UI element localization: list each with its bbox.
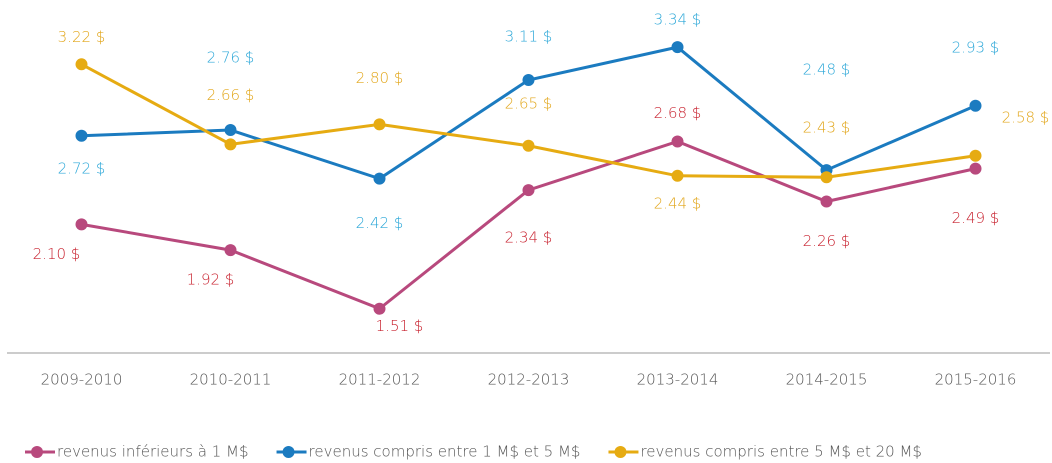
legend-label: revenus compris entre 1 M$ et 5 M$: [309, 443, 581, 461]
data-label: 2.42 $: [356, 214, 404, 232]
data-label: 2.34 $: [505, 229, 553, 247]
data-label: 3.11 $: [505, 28, 553, 46]
data-point: [224, 138, 237, 151]
x-tick-label: 2011-2012: [339, 371, 421, 389]
data-point: [224, 244, 237, 257]
data-label: 2.49 $: [952, 209, 1000, 227]
data-label: 2.26 $: [803, 232, 851, 250]
data-label: 2.76 $: [207, 49, 255, 67]
data-point: [373, 302, 386, 315]
data-point: [820, 195, 833, 208]
x-tick-label: 2015-2016: [935, 371, 1017, 389]
data-point: [522, 184, 535, 197]
x-tick-label: 2013-2014: [637, 371, 719, 389]
data-label: 2.58 $: [1002, 108, 1050, 126]
data-label: 2.72 $: [58, 159, 106, 177]
data-point: [969, 162, 982, 175]
x-tick-label: 2010-2011: [190, 371, 272, 389]
data-label: 2.10 $: [33, 245, 81, 263]
x-tick-label: 2012-2013: [488, 371, 570, 389]
data-label: 2.66 $: [207, 86, 255, 104]
data-label: 2.44 $: [654, 194, 702, 212]
legend-marker: [614, 446, 627, 458]
data-label: 2.93 $: [952, 38, 1000, 56]
data-point: [671, 169, 684, 182]
data-point: [373, 118, 386, 131]
data-point: [373, 172, 386, 185]
legend-label: revenus compris entre 5 M$ et 20 M$: [640, 443, 921, 461]
legend-label: revenus inférieurs à 1 M$: [57, 443, 249, 461]
data-point: [522, 74, 535, 87]
data-label: 1.92 $: [187, 271, 235, 289]
x-tick-label: 2014-2015: [786, 371, 868, 389]
data-point: [522, 139, 535, 152]
data-label: 1.51 $: [376, 317, 424, 335]
data-point: [75, 218, 88, 231]
legend-marker: [282, 446, 295, 458]
data-label: 2.80 $: [356, 69, 404, 87]
data-label: 2.65 $: [505, 94, 553, 112]
data-label: 2.48 $: [803, 61, 851, 79]
data-label: 3.34 $: [654, 11, 702, 29]
data-point: [224, 124, 237, 137]
data-label: 3.22 $: [58, 28, 106, 46]
data-point: [969, 99, 982, 112]
legend-marker: [31, 446, 43, 458]
data-point: [75, 58, 88, 71]
x-tick-label: 2009-2010: [41, 371, 123, 389]
data-point: [671, 135, 684, 148]
data-point: [671, 41, 684, 54]
data-point: [75, 129, 88, 142]
data-point: [969, 149, 982, 162]
data-label: 2.68 $: [654, 104, 702, 122]
data-point: [820, 171, 833, 184]
data-label: 2.43 $: [803, 119, 851, 137]
